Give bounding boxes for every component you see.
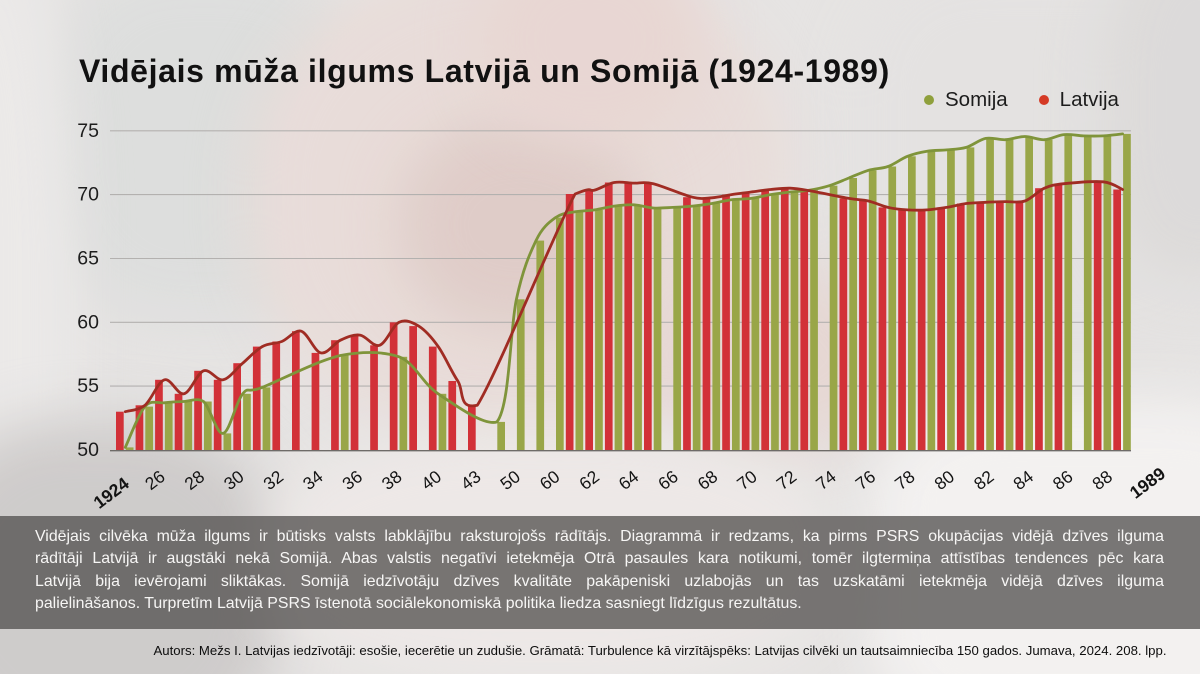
svg-text:40: 40: [417, 466, 445, 494]
svg-text:88: 88: [1088, 466, 1116, 494]
svg-text:70: 70: [77, 184, 99, 206]
svg-text:62: 62: [575, 466, 603, 494]
svg-text:43: 43: [457, 466, 485, 494]
svg-text:50: 50: [77, 439, 99, 461]
svg-text:76: 76: [852, 466, 880, 494]
svg-text:1989: 1989: [1126, 463, 1169, 503]
svg-text:26: 26: [141, 466, 169, 494]
svg-text:1924: 1924: [90, 473, 133, 513]
svg-text:78: 78: [891, 466, 919, 494]
svg-text:75: 75: [77, 120, 99, 142]
svg-text:60: 60: [536, 466, 564, 494]
svg-text:86: 86: [1049, 466, 1077, 494]
svg-text:68: 68: [694, 466, 722, 494]
svg-text:80: 80: [931, 466, 959, 494]
svg-text:36: 36: [338, 466, 366, 494]
svg-text:60: 60: [77, 311, 99, 333]
svg-text:50: 50: [496, 466, 524, 494]
svg-text:30: 30: [220, 466, 248, 494]
svg-text:70: 70: [733, 466, 761, 494]
svg-text:32: 32: [260, 466, 288, 494]
svg-text:38: 38: [378, 466, 406, 494]
svg-text:64: 64: [615, 466, 643, 494]
svg-text:66: 66: [654, 466, 682, 494]
svg-text:65: 65: [77, 248, 99, 270]
svg-text:28: 28: [181, 466, 209, 494]
svg-text:34: 34: [299, 466, 327, 494]
svg-text:74: 74: [812, 466, 840, 494]
svg-text:84: 84: [1009, 466, 1037, 494]
svg-text:55: 55: [77, 375, 99, 397]
svg-text:82: 82: [970, 466, 998, 494]
svg-text:72: 72: [773, 466, 801, 494]
